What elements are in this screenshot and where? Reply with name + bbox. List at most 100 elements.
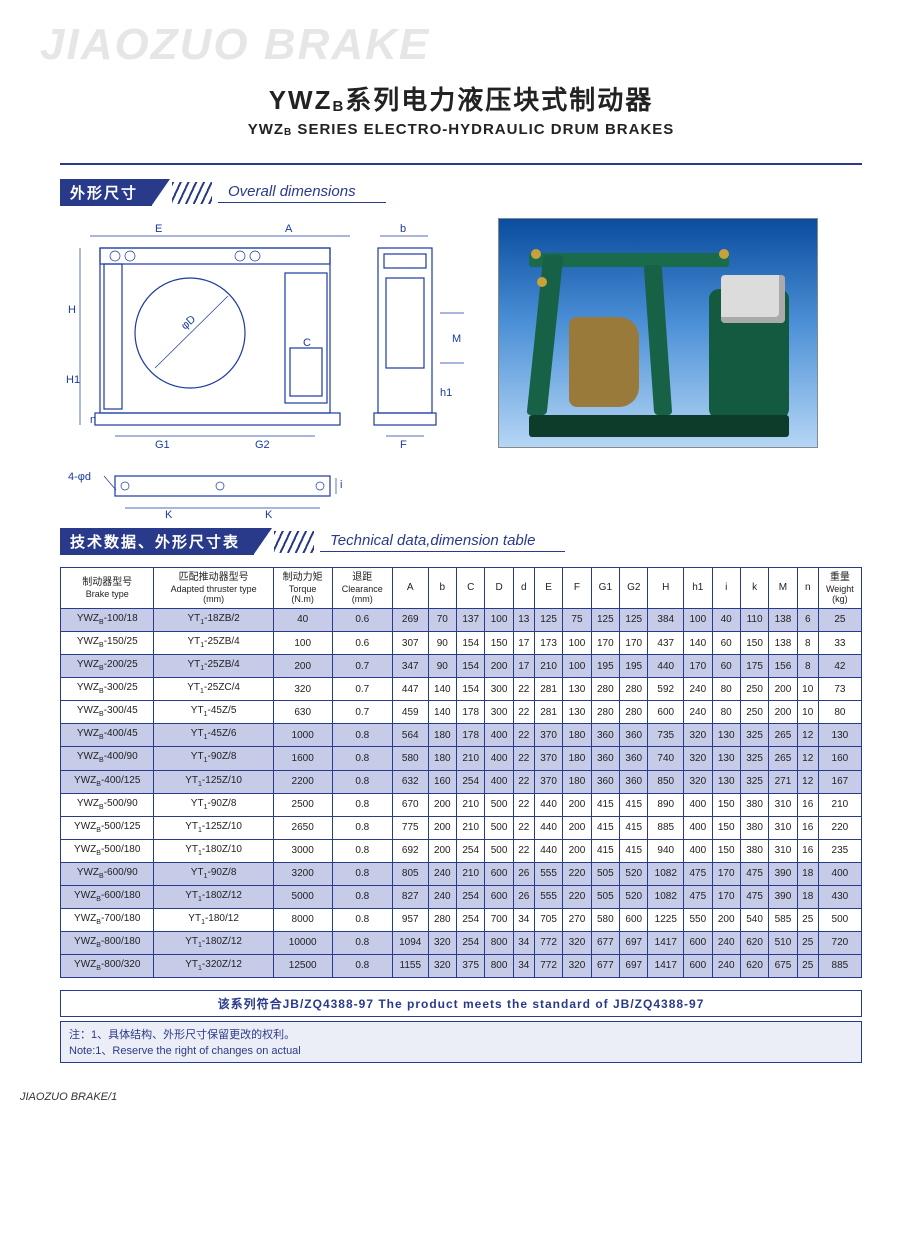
table-cell: 17 [513, 655, 534, 678]
table-cell: 415 [620, 793, 648, 816]
table-column-header: 制动力矩Torque(N.m) [273, 568, 332, 609]
table-cell: YT1-320Z/12 [154, 954, 273, 977]
table-cell: 269 [392, 609, 428, 632]
table-cell: 170 [591, 632, 619, 655]
table-cell: 0.7 [332, 678, 392, 701]
table-column-header: H [648, 568, 684, 609]
table-cell: 800 [485, 954, 513, 977]
table-cell: 1417 [648, 931, 684, 954]
decorative-slashes [172, 182, 212, 204]
table-cell: 500 [818, 908, 861, 931]
table-cell: 200 [563, 793, 591, 816]
table-cell: 475 [684, 862, 712, 885]
table-row: YWZB-400/125YT1-125Z/1022000.86321602544… [61, 770, 862, 793]
table-cell: 310 [769, 839, 797, 862]
table-cell: 254 [456, 885, 484, 908]
table-cell: 940 [648, 839, 684, 862]
table-cell: 360 [620, 770, 648, 793]
lbl-C: C [303, 337, 311, 349]
table-cell: YWZB-100/18 [61, 609, 154, 632]
table-cell: 25 [818, 609, 861, 632]
table-cell: 150 [740, 632, 768, 655]
table-cell: 200 [712, 908, 740, 931]
table-cell: 138 [769, 632, 797, 655]
lbl-h1: h1 [440, 387, 452, 399]
section-en-dim: Overall dimensions [218, 183, 386, 203]
table-cell: 325 [740, 747, 768, 770]
title-en-suffix: SERIES ELECTRO-HYDRAULIC DRUM BRAKES [292, 121, 674, 138]
table-cell: 281 [534, 701, 562, 724]
table-cell: 592 [648, 678, 684, 701]
table-cell: 200 [769, 678, 797, 701]
table-cell: 280 [620, 701, 648, 724]
table-cell: 195 [620, 655, 648, 678]
table-cell: 0.8 [332, 954, 392, 977]
table-cell: 13 [513, 609, 534, 632]
table-cell: 550 [684, 908, 712, 931]
table-row: YWZB-150/25YT1-25ZB/41000.63079015415017… [61, 632, 862, 655]
table-cell: 70 [428, 609, 456, 632]
table-cell: 200 [563, 816, 591, 839]
table-cell: 320 [273, 678, 332, 701]
table-cell: 220 [563, 862, 591, 885]
table-cell: 22 [513, 816, 534, 839]
table-cell: 22 [513, 747, 534, 770]
table-row: YWZB-400/45YT1-45Z/610000.85641801784002… [61, 724, 862, 747]
table-cell: YWZB-800/320 [61, 954, 154, 977]
table-cell: 620 [740, 931, 768, 954]
table-cell: 890 [648, 793, 684, 816]
table-cell: 415 [620, 816, 648, 839]
note-cn: 注：1、具体结构、外形尺寸保留更改的权利。 [69, 1026, 853, 1042]
table-cell: 580 [591, 908, 619, 931]
product-photo [498, 218, 818, 448]
table-cell: 360 [620, 747, 648, 770]
title-en-prefix: YWZ [248, 121, 284, 138]
table-cell: 2200 [273, 770, 332, 793]
horizontal-rule [60, 163, 862, 165]
table-cell: 25 [797, 954, 818, 977]
table-cell: 250 [740, 701, 768, 724]
table-cell: 500 [485, 839, 513, 862]
table-cell: 10000 [273, 931, 332, 954]
table-cell: 34 [513, 908, 534, 931]
table-cell: 600 [485, 862, 513, 885]
table-cell: 500 [485, 816, 513, 839]
table-cell: 447 [392, 678, 428, 701]
table-cell: 400 [485, 747, 513, 770]
table-cell: 600 [684, 954, 712, 977]
table-cell: 125 [534, 609, 562, 632]
table-cell: 100 [273, 632, 332, 655]
table-cell: 170 [712, 862, 740, 885]
table-cell: 370 [534, 724, 562, 747]
table-cell: 692 [392, 839, 428, 862]
table-cell: 280 [591, 678, 619, 701]
table-row: YWZB-600/90YT1-90Z/832000.88052402106002… [61, 862, 862, 885]
table-cell: 240 [428, 862, 456, 885]
table-cell: 130 [712, 770, 740, 793]
table-cell: 34 [513, 931, 534, 954]
table-cell: 1417 [648, 954, 684, 977]
table-cell: 850 [648, 770, 684, 793]
table-cell: 325 [740, 724, 768, 747]
table-cell: YT1-25ZB/4 [154, 655, 273, 678]
table-cell: 22 [513, 793, 534, 816]
table-column-header: G1 [591, 568, 619, 609]
table-cell: 33 [818, 632, 861, 655]
table-cell: 735 [648, 724, 684, 747]
table-cell: 200 [563, 839, 591, 862]
table-cell: 325 [740, 770, 768, 793]
technical-drawing: E A φD C [60, 218, 480, 518]
table-cell: 670 [392, 793, 428, 816]
table-cell: 440 [534, 839, 562, 862]
table-cell: 150 [712, 816, 740, 839]
standard-note: 该系列符合JB/ZQ4388-97 The product meets the … [60, 990, 862, 1017]
table-cell: 5000 [273, 885, 332, 908]
table-cell: 18 [797, 862, 818, 885]
table-cell: 125 [620, 609, 648, 632]
table-cell: YT1-18ZB/2 [154, 609, 273, 632]
table-cell: 271 [769, 770, 797, 793]
table-cell: 180 [563, 770, 591, 793]
table-cell: 400 [684, 793, 712, 816]
title-cn-suffix: 系列电力液压块式制动器 [345, 85, 653, 115]
table-cell: 22 [513, 724, 534, 747]
